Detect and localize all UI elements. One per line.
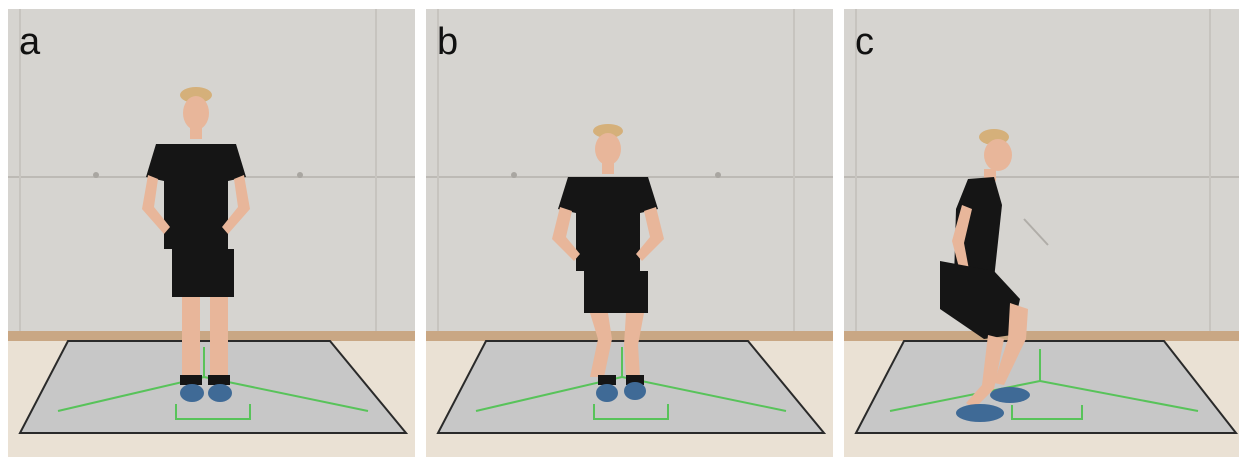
panel-label-a: a: [19, 21, 41, 63]
panel-a: a: [8, 9, 415, 457]
panel-a-photo: [8, 9, 415, 457]
panel-b: b: [426, 9, 833, 457]
panel-label-c: c: [855, 21, 874, 63]
panel-b-photo: [426, 9, 833, 457]
panel-label-b: b: [437, 21, 459, 63]
panel-c: c: [844, 9, 1239, 457]
panel-c-photo: [844, 9, 1239, 457]
